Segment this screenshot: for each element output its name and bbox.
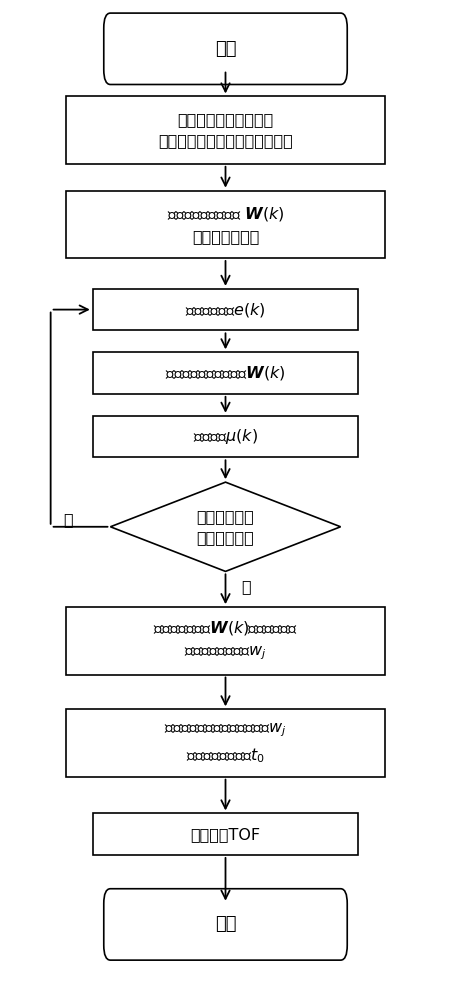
Bar <box>66 191 385 258</box>
FancyBboxPatch shape <box>104 13 347 84</box>
Text: 迭代更新脉冲响应序列$\boldsymbol{W}$($k$): 迭代更新脉冲响应序列$\boldsymbol{W}$($k$) <box>165 364 286 382</box>
Bar <box>66 607 385 675</box>
Text: 更新步长$\mu$($k$): 更新步长$\mu$($k$) <box>193 427 258 446</box>
Polygon shape <box>110 482 341 571</box>
Bar <box>93 352 358 394</box>
Text: 开始: 开始 <box>215 40 236 58</box>
Text: 结束: 结束 <box>215 915 236 933</box>
Text: 是: 是 <box>241 579 251 594</box>
Bar <box>93 289 358 330</box>
Text: 计算声时TOF: 计算声时TOF <box>190 827 261 842</box>
Bar <box>66 96 385 164</box>
Text: 迭代次数大于
回波信号长度: 迭代次数大于 回波信号长度 <box>197 509 254 545</box>
Bar <box>93 416 358 457</box>
Text: 否: 否 <box>64 512 73 527</box>
Text: 取脉冲响应序列$\boldsymbol{W}$($k$)的最终迭代值
为脉冲响应离散解$w_j$: 取脉冲响应序列$\boldsymbol{W}$($k$)的最终迭代值 为脉冲响应… <box>153 619 298 662</box>
Bar <box>93 813 358 855</box>
Text: 计算输出误差$e$($k$): 计算输出误差$e$($k$) <box>185 301 266 319</box>
Text: 三次样条拟合脉冲响应离散解$w_j$
求解极大值横坐标$t_0$: 三次样条拟合脉冲响应离散解$w_j$ 求解极大值横坐标$t_0$ <box>164 721 287 765</box>
Text: 采集超声测厚回波信号
截取两相邻回波，进行补零操作: 采集超声测厚回波信号 截取两相邻回波，进行补零操作 <box>158 112 293 148</box>
Bar <box>66 709 385 777</box>
Text: 初始化脉冲响应序列 $\boldsymbol{W}$($k$)
确定算法各参数: 初始化脉冲响应序列 $\boldsymbol{W}$($k$) 确定算法各参数 <box>167 205 284 244</box>
FancyBboxPatch shape <box>104 889 347 960</box>
